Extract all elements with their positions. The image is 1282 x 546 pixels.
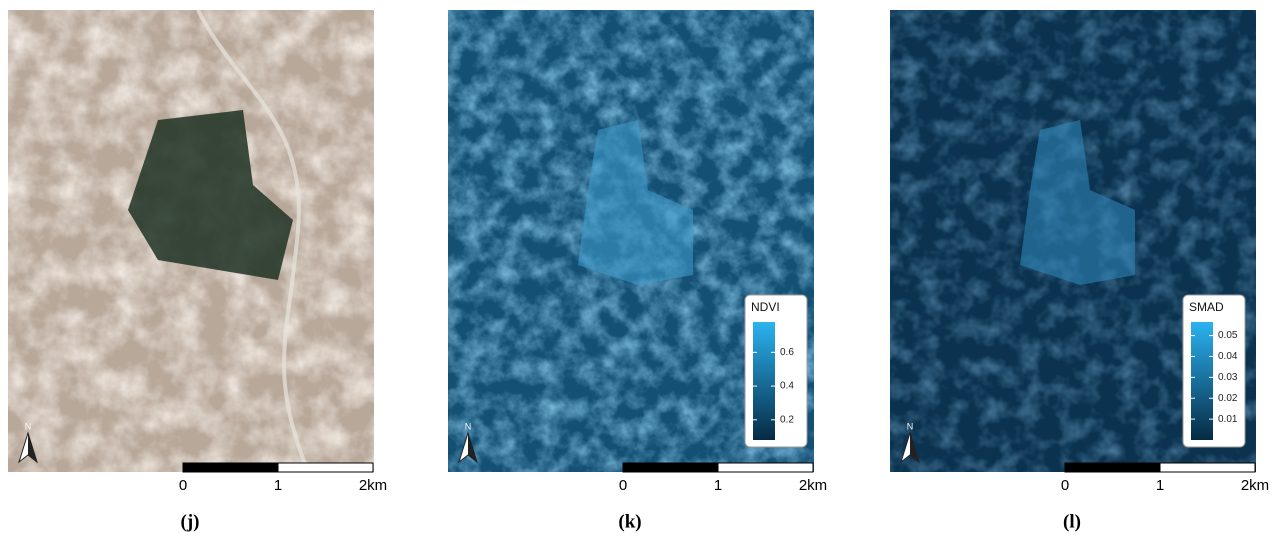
figure: N 0 1 2km (j) N 0 1 2km NDVI 0.2 0.4 0.6 (k) N 0 1 2km SMA… <box>0 0 1282 541</box>
colorbar-label: 0.4 <box>780 381 794 392</box>
panel-caption: (j) <box>181 511 200 532</box>
panel-caption: (k) <box>618 511 641 532</box>
scale-label: 1 <box>714 477 722 494</box>
colorbar-label: 0.6 <box>780 347 794 358</box>
colorbar <box>753 322 775 440</box>
map-panel: N 0 1 2km SMAD 0.01 0.02 0.03 0.04 0.05 (l) <box>890 10 1269 532</box>
scale-label: 1 <box>274 477 282 494</box>
scale-segment <box>718 463 813 472</box>
scale-label: 2km <box>359 477 387 494</box>
colorbar-label: 0.2 <box>780 414 794 425</box>
scale-segment <box>278 463 373 472</box>
colorbar-label: 0.03 <box>1218 372 1238 383</box>
scale-segment <box>183 463 278 472</box>
panel-caption: (l) <box>1063 511 1081 532</box>
scale-label: 0 <box>1061 477 1069 494</box>
scale-label: 2km <box>1241 477 1269 494</box>
map-panel: N 0 1 2km (j) <box>8 10 387 532</box>
north-label: N <box>907 421 914 431</box>
north-label: N <box>25 421 32 431</box>
scale-label: 1 <box>1156 477 1164 494</box>
colorbar-label: 0.02 <box>1218 393 1238 404</box>
colorbar-label: 0.01 <box>1218 414 1238 425</box>
colorbar <box>1191 322 1213 440</box>
colorbar-label: 0.04 <box>1218 351 1238 362</box>
scale-label: 2km <box>799 477 827 494</box>
colorbar-label: 0.05 <box>1218 330 1238 341</box>
scale-label: 0 <box>179 477 187 494</box>
scale-segment <box>1160 463 1255 472</box>
scale-segment <box>623 463 718 472</box>
legend-title: NDVI <box>751 300 780 314</box>
legend-title: SMAD <box>1189 300 1224 314</box>
north-label: N <box>465 421 472 431</box>
scale-label: 0 <box>619 477 627 494</box>
scale-segment <box>1065 463 1160 472</box>
map-panel: N 0 1 2km NDVI 0.2 0.4 0.6 (k) <box>448 10 827 532</box>
